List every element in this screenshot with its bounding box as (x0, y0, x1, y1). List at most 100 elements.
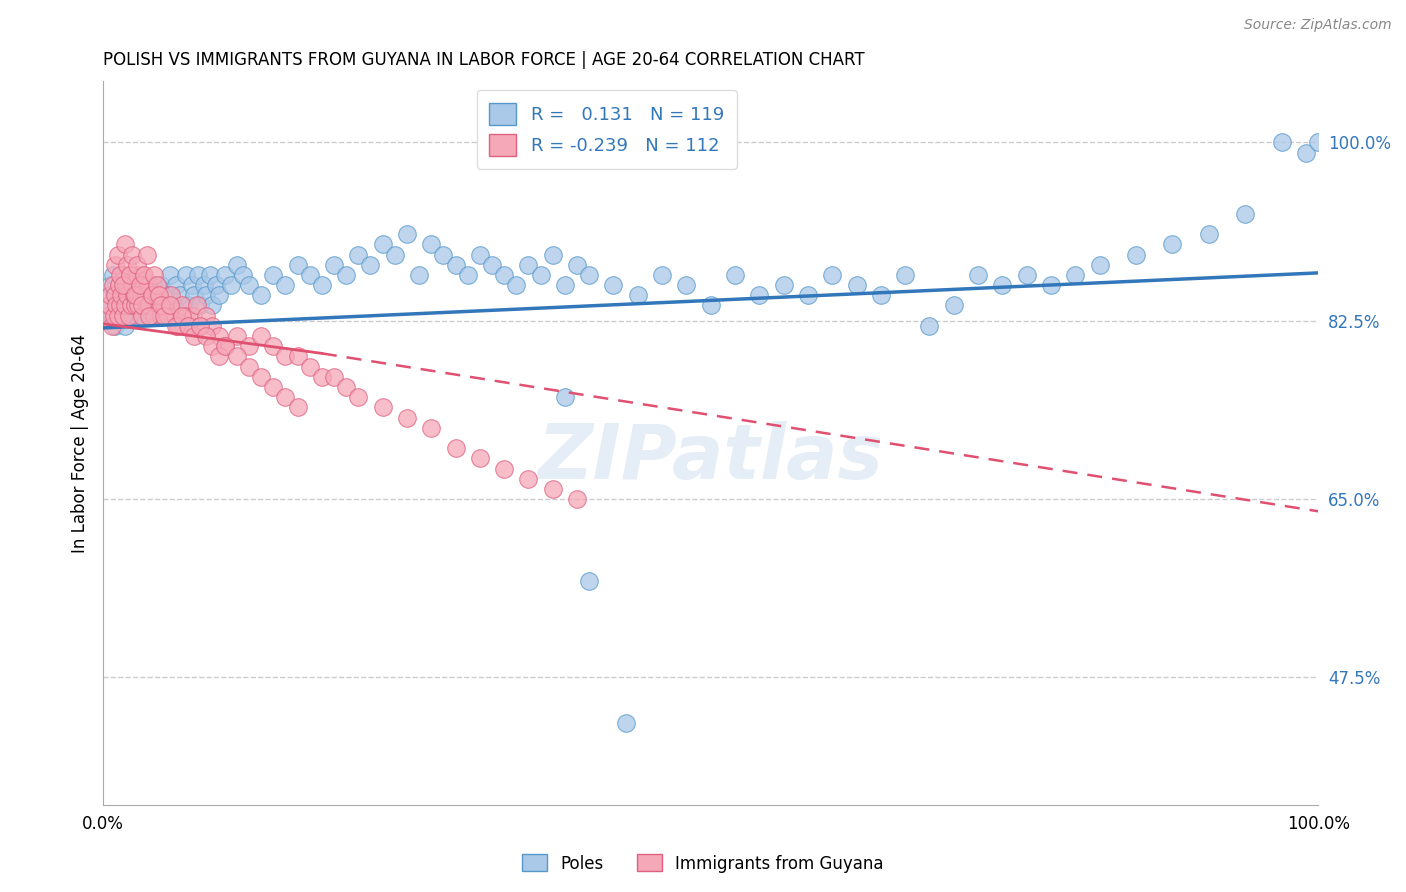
Point (347, 247, 370, 261)
Point (127, 258, 149, 272)
Point (153, 298, 176, 312)
Point (145, 288, 167, 302)
Point (578, 574, 600, 588)
Point (384, 247, 406, 261)
Point (177, 318, 200, 333)
Point (371, 237, 394, 252)
Point (250, 369, 273, 384)
Point (163, 309, 186, 323)
Point (186, 298, 208, 312)
Point (125, 298, 148, 312)
Point (187, 268, 209, 282)
Point (135, 247, 157, 261)
Point (121, 298, 143, 312)
Point (238, 339, 260, 353)
Point (127, 309, 149, 323)
Point (395, 410, 418, 425)
Point (105, 298, 128, 312)
Point (201, 318, 224, 333)
Point (1271, 136, 1294, 150)
Point (138, 298, 160, 312)
Point (1308, 136, 1330, 150)
Point (918, 318, 941, 333)
Point (724, 268, 747, 282)
Point (554, 390, 576, 404)
Point (517, 472, 540, 486)
Point (967, 268, 990, 282)
Point (420, 421, 443, 435)
Point (262, 268, 284, 282)
Point (100, 278, 122, 293)
Point (145, 288, 167, 302)
Point (298, 359, 321, 374)
Point (108, 298, 131, 312)
Point (183, 288, 205, 302)
Point (748, 288, 770, 302)
Point (138, 309, 160, 323)
Point (274, 390, 297, 404)
Point (180, 278, 202, 293)
Point (129, 288, 152, 302)
Point (565, 258, 588, 272)
Point (131, 298, 153, 312)
Point (145, 278, 167, 293)
Point (894, 268, 917, 282)
Point (117, 288, 139, 302)
Point (201, 298, 224, 312)
Point (1064, 268, 1087, 282)
Point (845, 278, 868, 293)
Point (311, 278, 333, 293)
Point (117, 298, 139, 312)
Text: 0.0%: 0.0% (82, 815, 124, 833)
Point (115, 278, 138, 293)
Point (214, 268, 236, 282)
Point (167, 318, 190, 333)
Point (124, 278, 146, 293)
Point (117, 309, 139, 323)
Point (125, 268, 148, 282)
Point (107, 247, 129, 261)
Point (1039, 278, 1062, 293)
Point (118, 268, 141, 282)
Point (287, 350, 309, 364)
Point (174, 309, 197, 323)
Point (214, 339, 236, 353)
Point (517, 258, 540, 272)
Point (274, 278, 297, 293)
Point (193, 278, 215, 293)
Point (143, 309, 166, 323)
Point (1295, 145, 1317, 160)
Point (101, 278, 124, 293)
Point (323, 369, 346, 384)
Point (153, 309, 176, 323)
Point (122, 288, 145, 302)
Point (135, 288, 157, 302)
Point (103, 288, 125, 302)
Point (942, 298, 965, 312)
Point (129, 278, 152, 293)
Point (136, 278, 159, 293)
Point (198, 268, 221, 282)
Point (541, 482, 564, 496)
Point (134, 278, 156, 293)
Point (207, 329, 229, 343)
Point (118, 268, 141, 282)
Point (232, 268, 254, 282)
Point (238, 278, 260, 293)
Point (262, 380, 284, 394)
Point (408, 268, 430, 282)
Point (148, 288, 170, 302)
Point (108, 298, 131, 312)
Point (468, 451, 491, 466)
Point (114, 237, 136, 252)
Point (159, 268, 181, 282)
Legend: Poles, Immigrants from Guyana: Poles, Immigrants from Guyana (516, 847, 890, 880)
Point (128, 278, 150, 293)
Point (150, 309, 173, 323)
Point (195, 329, 218, 343)
Point (225, 258, 247, 272)
Point (107, 309, 129, 323)
Point (124, 288, 146, 302)
Point (117, 258, 139, 272)
Point (772, 278, 794, 293)
